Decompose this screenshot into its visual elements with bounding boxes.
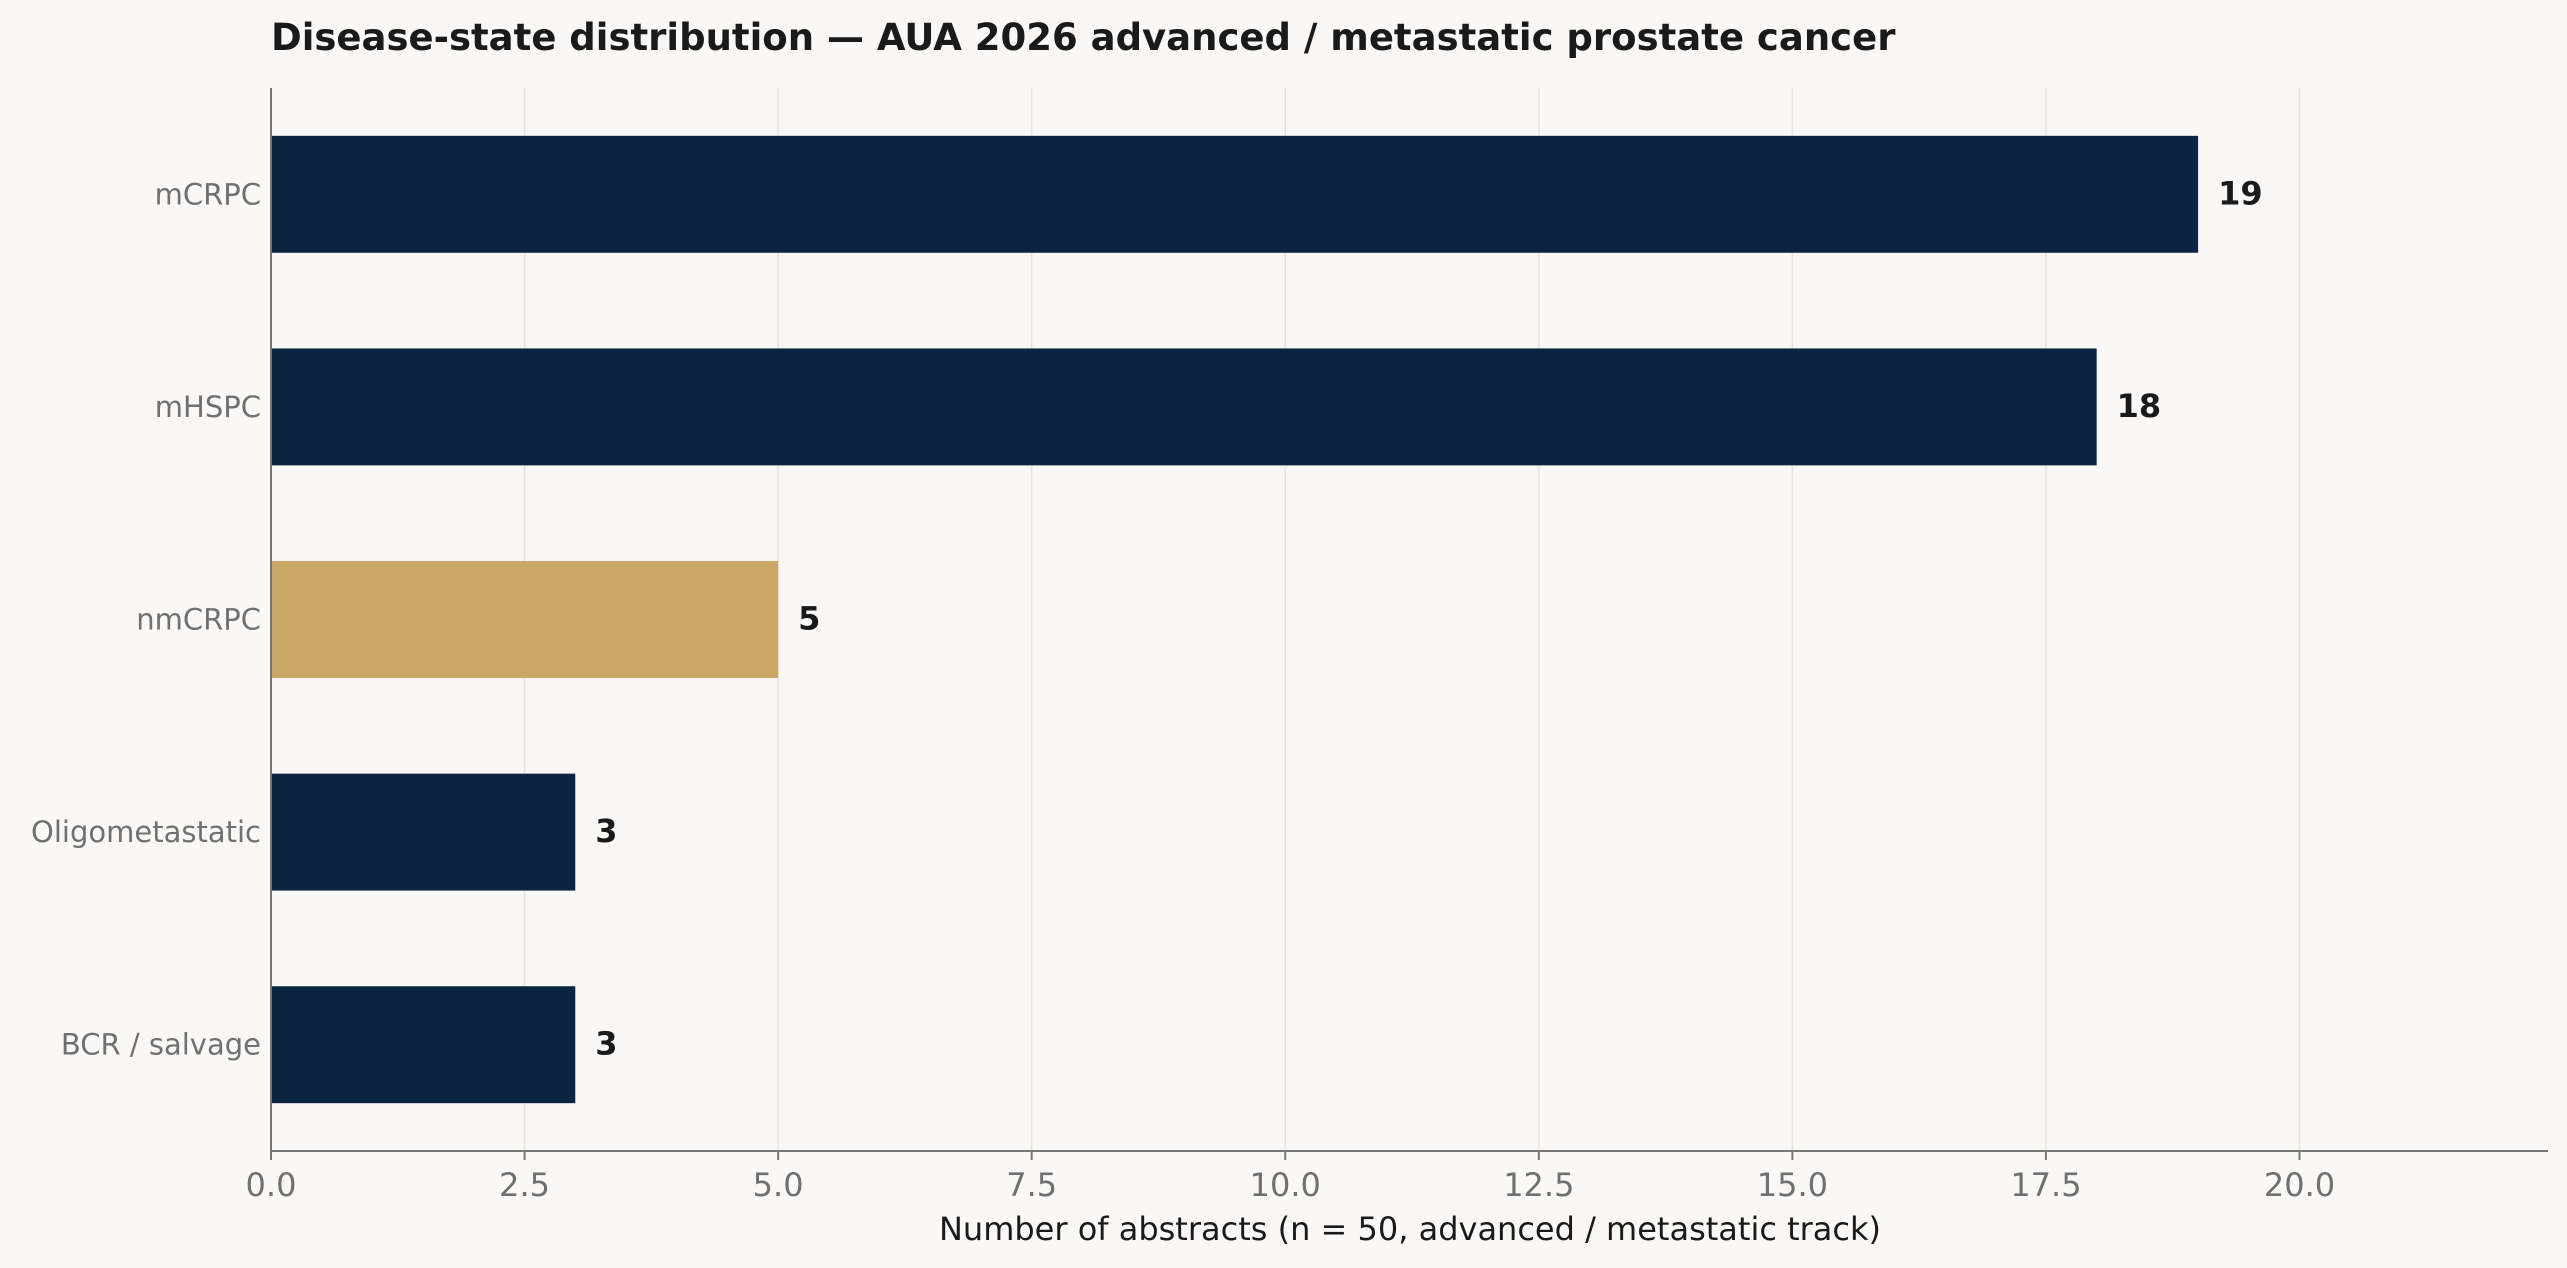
x-tick-label: 12.5 bbox=[1503, 1166, 1574, 1204]
x-tick-label: 0.0 bbox=[246, 1166, 297, 1204]
bar bbox=[271, 561, 779, 678]
axis-layer: 0.0 2.5 5.0 7.5 10.0 12.5 15.0 17.5 20.0 bbox=[246, 88, 2548, 1204]
x-tick-label: 10.0 bbox=[1250, 1166, 1321, 1204]
x-tick-label: 15.0 bbox=[1757, 1166, 1828, 1204]
y-tick-label: nmCRPC bbox=[136, 603, 261, 637]
x-tick-label: 2.5 bbox=[499, 1166, 550, 1204]
x-axis-title: Number of abstracts (n = 50, advanced / … bbox=[939, 1210, 1881, 1248]
bar bbox=[271, 986, 576, 1104]
data-label: 3 bbox=[595, 812, 617, 850]
data-label: 19 bbox=[2218, 174, 2263, 212]
label-layer: mCRPC 19 mHSPC 18 nmCRPC 5 Oligometastatic 3 BCR… bbox=[31, 174, 2263, 1062]
y-tick-label: mHSPC bbox=[155, 390, 261, 424]
bar-layer bbox=[271, 135, 2199, 1104]
data-label: 3 bbox=[595, 1025, 617, 1063]
y-tick-label: mCRPC bbox=[155, 177, 261, 211]
y-tick-label: Oligometastatic bbox=[31, 815, 261, 849]
x-tick-label: 5.0 bbox=[753, 1166, 804, 1204]
bar bbox=[271, 773, 576, 891]
x-tick-label: 17.5 bbox=[2010, 1166, 2081, 1204]
y-tick-label: BCR / salvage bbox=[61, 1028, 261, 1062]
bar bbox=[271, 348, 2097, 466]
x-tick-label: 20.0 bbox=[2264, 1166, 2335, 1204]
data-label: 18 bbox=[2117, 387, 2162, 425]
bar bbox=[271, 135, 2199, 253]
data-label: 5 bbox=[798, 600, 820, 638]
x-tick-label: 7.5 bbox=[1006, 1166, 1057, 1204]
chart-title: Disease-state distribution — AUA 2026 ad… bbox=[271, 16, 1896, 59]
